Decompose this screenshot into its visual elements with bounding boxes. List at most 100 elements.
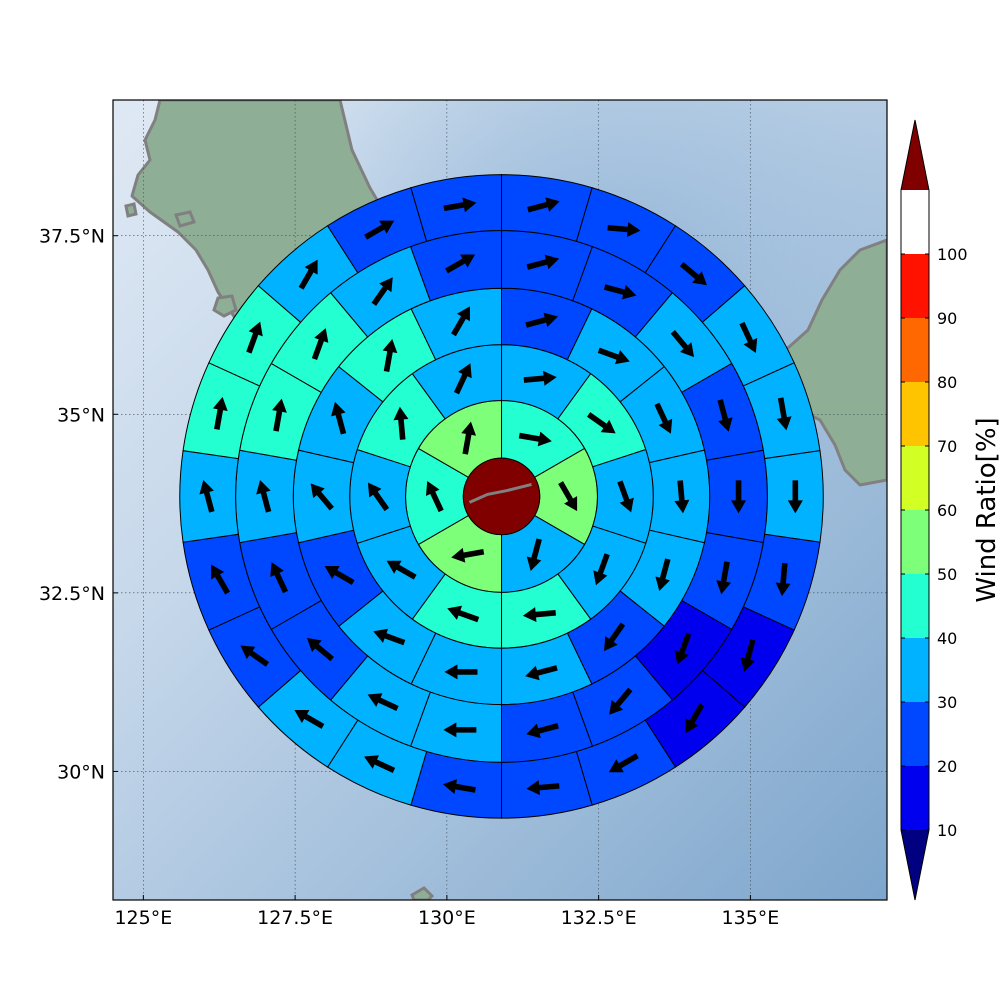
wind-arrow xyxy=(294,709,325,729)
wind-arrow xyxy=(523,370,557,386)
colorbar: 10 20 30 40 50 60 70 80 90 100 Wind Ratio[%] xyxy=(900,119,1000,901)
wind-arrow xyxy=(685,703,705,734)
wind-arrow xyxy=(593,553,610,586)
colorbar-tick-label: 50 xyxy=(937,565,957,584)
wind-arrow xyxy=(0,0,8,16)
wind-arrow xyxy=(364,220,395,240)
wind-arrow xyxy=(739,321,758,353)
wind-arrow xyxy=(331,401,347,435)
wind-arrow xyxy=(371,277,393,306)
wind-arrow xyxy=(306,637,334,662)
land-southern-islet xyxy=(410,886,435,900)
wind-arrow xyxy=(0,0,8,16)
wind-arrow xyxy=(0,0,8,16)
wind-cell xyxy=(501,174,593,242)
wind-arrow xyxy=(0,0,8,16)
wind-arrow xyxy=(310,483,334,511)
wind-arrow xyxy=(0,0,8,16)
colorbar-bin xyxy=(901,318,929,382)
colorbar-tick-label: 100 xyxy=(937,245,968,264)
colorbar-bin xyxy=(901,382,929,446)
colorbar-bins xyxy=(901,120,929,900)
wind-arrow xyxy=(522,607,556,623)
wind-arrow xyxy=(445,254,476,274)
wind-arrow xyxy=(367,693,399,712)
wind-arrow xyxy=(0,0,8,16)
wind-arrow xyxy=(453,363,472,395)
land-korea-islands xyxy=(124,202,238,318)
wind-arrow xyxy=(654,402,673,434)
wind-arrow xyxy=(617,480,634,513)
wind-arrow xyxy=(674,632,692,665)
wind-arrow xyxy=(461,421,477,455)
wind-arrow xyxy=(425,481,444,513)
y-tick-label: 30°N xyxy=(57,761,105,783)
wind-arrow xyxy=(0,0,8,16)
wind-arrow xyxy=(526,254,560,270)
wind-arrow xyxy=(0,0,8,16)
wind-arrow xyxy=(443,722,477,738)
wind-arrow xyxy=(364,755,396,773)
wind-arrow xyxy=(740,639,756,672)
wind-arrow xyxy=(0,0,8,16)
colorbar-bin xyxy=(901,510,929,574)
wind-arrow xyxy=(442,779,476,794)
wind-arrow xyxy=(0,0,8,16)
x-tick-label: 132.5°E xyxy=(561,907,637,929)
wind-arrow xyxy=(787,480,803,514)
wind-arrow xyxy=(716,561,731,595)
wind-arrow xyxy=(609,687,633,715)
wind-arrow xyxy=(443,197,477,213)
wind-arrow xyxy=(607,222,641,237)
wind-arrow xyxy=(526,780,560,796)
y-tick-label: 32.5°N xyxy=(39,583,105,605)
wind-arrow xyxy=(393,406,409,440)
wind-arrow xyxy=(0,0,8,16)
wind-arrow xyxy=(558,481,578,512)
colorbar-tick-label: 30 xyxy=(937,693,957,712)
map-frame xyxy=(112,99,888,901)
colorbar-bin xyxy=(901,638,929,702)
wind-arrow xyxy=(518,431,552,447)
colorbar-bin xyxy=(901,254,929,318)
wind-arrow xyxy=(0,0,8,16)
wind-arrow xyxy=(655,558,671,591)
x-tick-label: 125°E xyxy=(114,907,172,929)
wind-arrow xyxy=(382,338,398,372)
wind-arrow xyxy=(603,622,626,652)
colorbar-bin xyxy=(901,830,929,900)
colorbar-tick-label: 10 xyxy=(937,821,957,840)
wind-arrow xyxy=(608,753,639,773)
colorbar-tick-label: 80 xyxy=(937,373,957,392)
wind-arrow xyxy=(674,480,690,514)
wind-arrow xyxy=(525,665,558,681)
wind-arrow xyxy=(597,347,630,365)
wind-arrow xyxy=(0,0,8,16)
wind-arrow xyxy=(240,645,270,667)
wind-arrow xyxy=(256,480,272,513)
wind-arrow xyxy=(0,0,8,16)
colorbar-bin xyxy=(901,446,929,510)
wind-vectors xyxy=(0,0,803,796)
wind-arrow xyxy=(603,284,637,300)
wind-arrow xyxy=(451,306,470,337)
wind-arrow xyxy=(444,664,478,680)
colorbar-bin xyxy=(901,702,929,766)
wind-arrow xyxy=(0,0,8,16)
wind-arrow xyxy=(270,562,289,594)
colorbar-tick-label: 60 xyxy=(937,501,957,520)
wind-arrow xyxy=(211,564,231,595)
y-tick-label: 37.5°N xyxy=(39,226,105,248)
wind-arrow xyxy=(0,0,8,16)
x-tick-label: 135°E xyxy=(722,907,780,929)
wind-arrow xyxy=(298,259,318,290)
latitude-ticks: 37.5°N 35°N 32.5°N 30°N xyxy=(39,226,118,783)
wind-arrow xyxy=(586,412,616,434)
wind-arrow xyxy=(526,723,559,739)
wind-arrow xyxy=(367,482,390,512)
wind-arrow xyxy=(386,560,417,580)
wind-arrow xyxy=(0,0,8,16)
y-tick-label: 35°N xyxy=(57,404,105,426)
wind-arrow xyxy=(775,563,791,597)
wind-arrow xyxy=(447,605,480,623)
